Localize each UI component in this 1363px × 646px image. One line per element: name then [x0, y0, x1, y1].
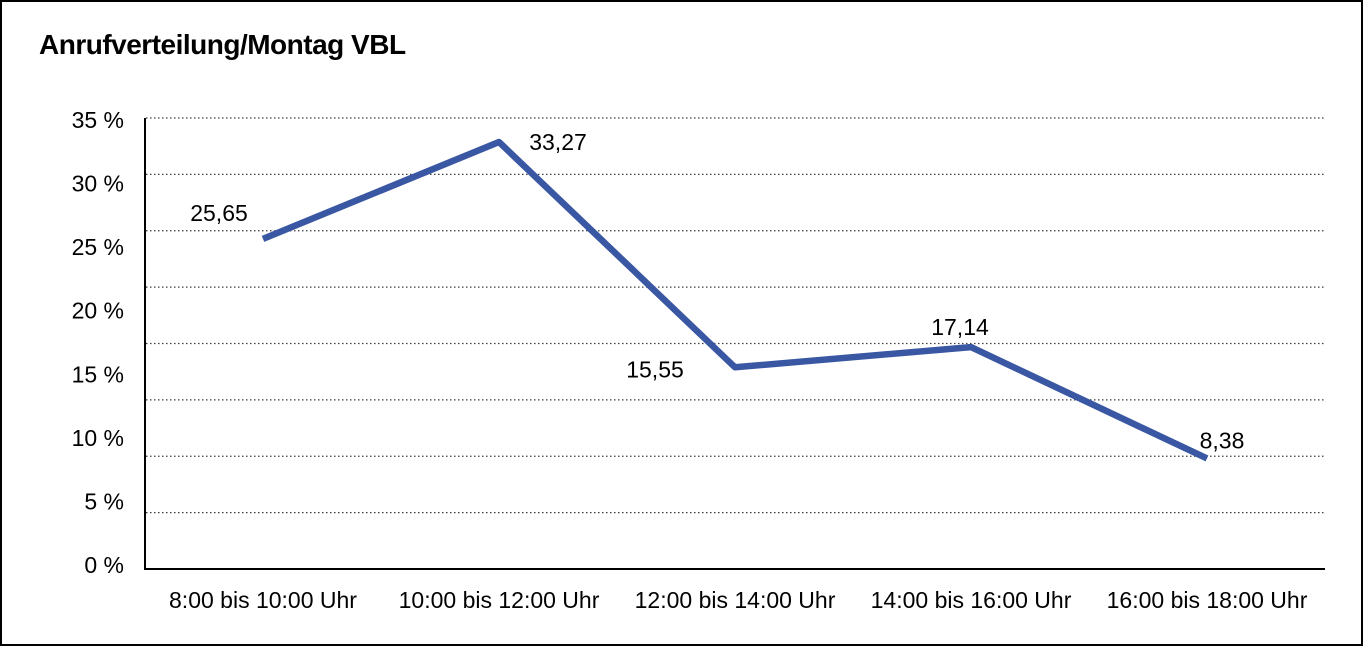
data-point-label: 33,27	[529, 129, 587, 155]
y-tick-label: 5 %	[84, 488, 124, 514]
y-tick-label: 10 %	[72, 425, 124, 451]
y-tick-label: 35 %	[72, 107, 124, 133]
data-point-label: 8,38	[1200, 427, 1245, 453]
x-category-label: 16:00 bis 18:00 Uhr	[1107, 587, 1308, 613]
x-category-label: 8:00 bis 10:00 Uhr	[169, 587, 357, 613]
data-point-label: 15,55	[626, 356, 684, 382]
series-line	[261, 138, 1209, 462]
data-point-label: 25,65	[190, 200, 248, 226]
y-tick-label: 20 %	[72, 298, 124, 324]
chart-title: Anrufverteilung/Montag VBL	[39, 29, 406, 60]
y-tick-label: 0 %	[84, 552, 124, 578]
y-tick-label: 30 %	[72, 171, 124, 197]
data-point-label: 17,14	[931, 314, 989, 340]
x-category-label: 10:00 bis 12:00 Uhr	[399, 587, 600, 613]
x-category-label: 12:00 bis 14:00 Uhr	[635, 587, 836, 613]
y-tick-label: 25 %	[72, 234, 124, 260]
x-category-label: 14:00 bis 16:00 Uhr	[871, 587, 1072, 613]
y-tick-label: 15 %	[72, 361, 124, 387]
